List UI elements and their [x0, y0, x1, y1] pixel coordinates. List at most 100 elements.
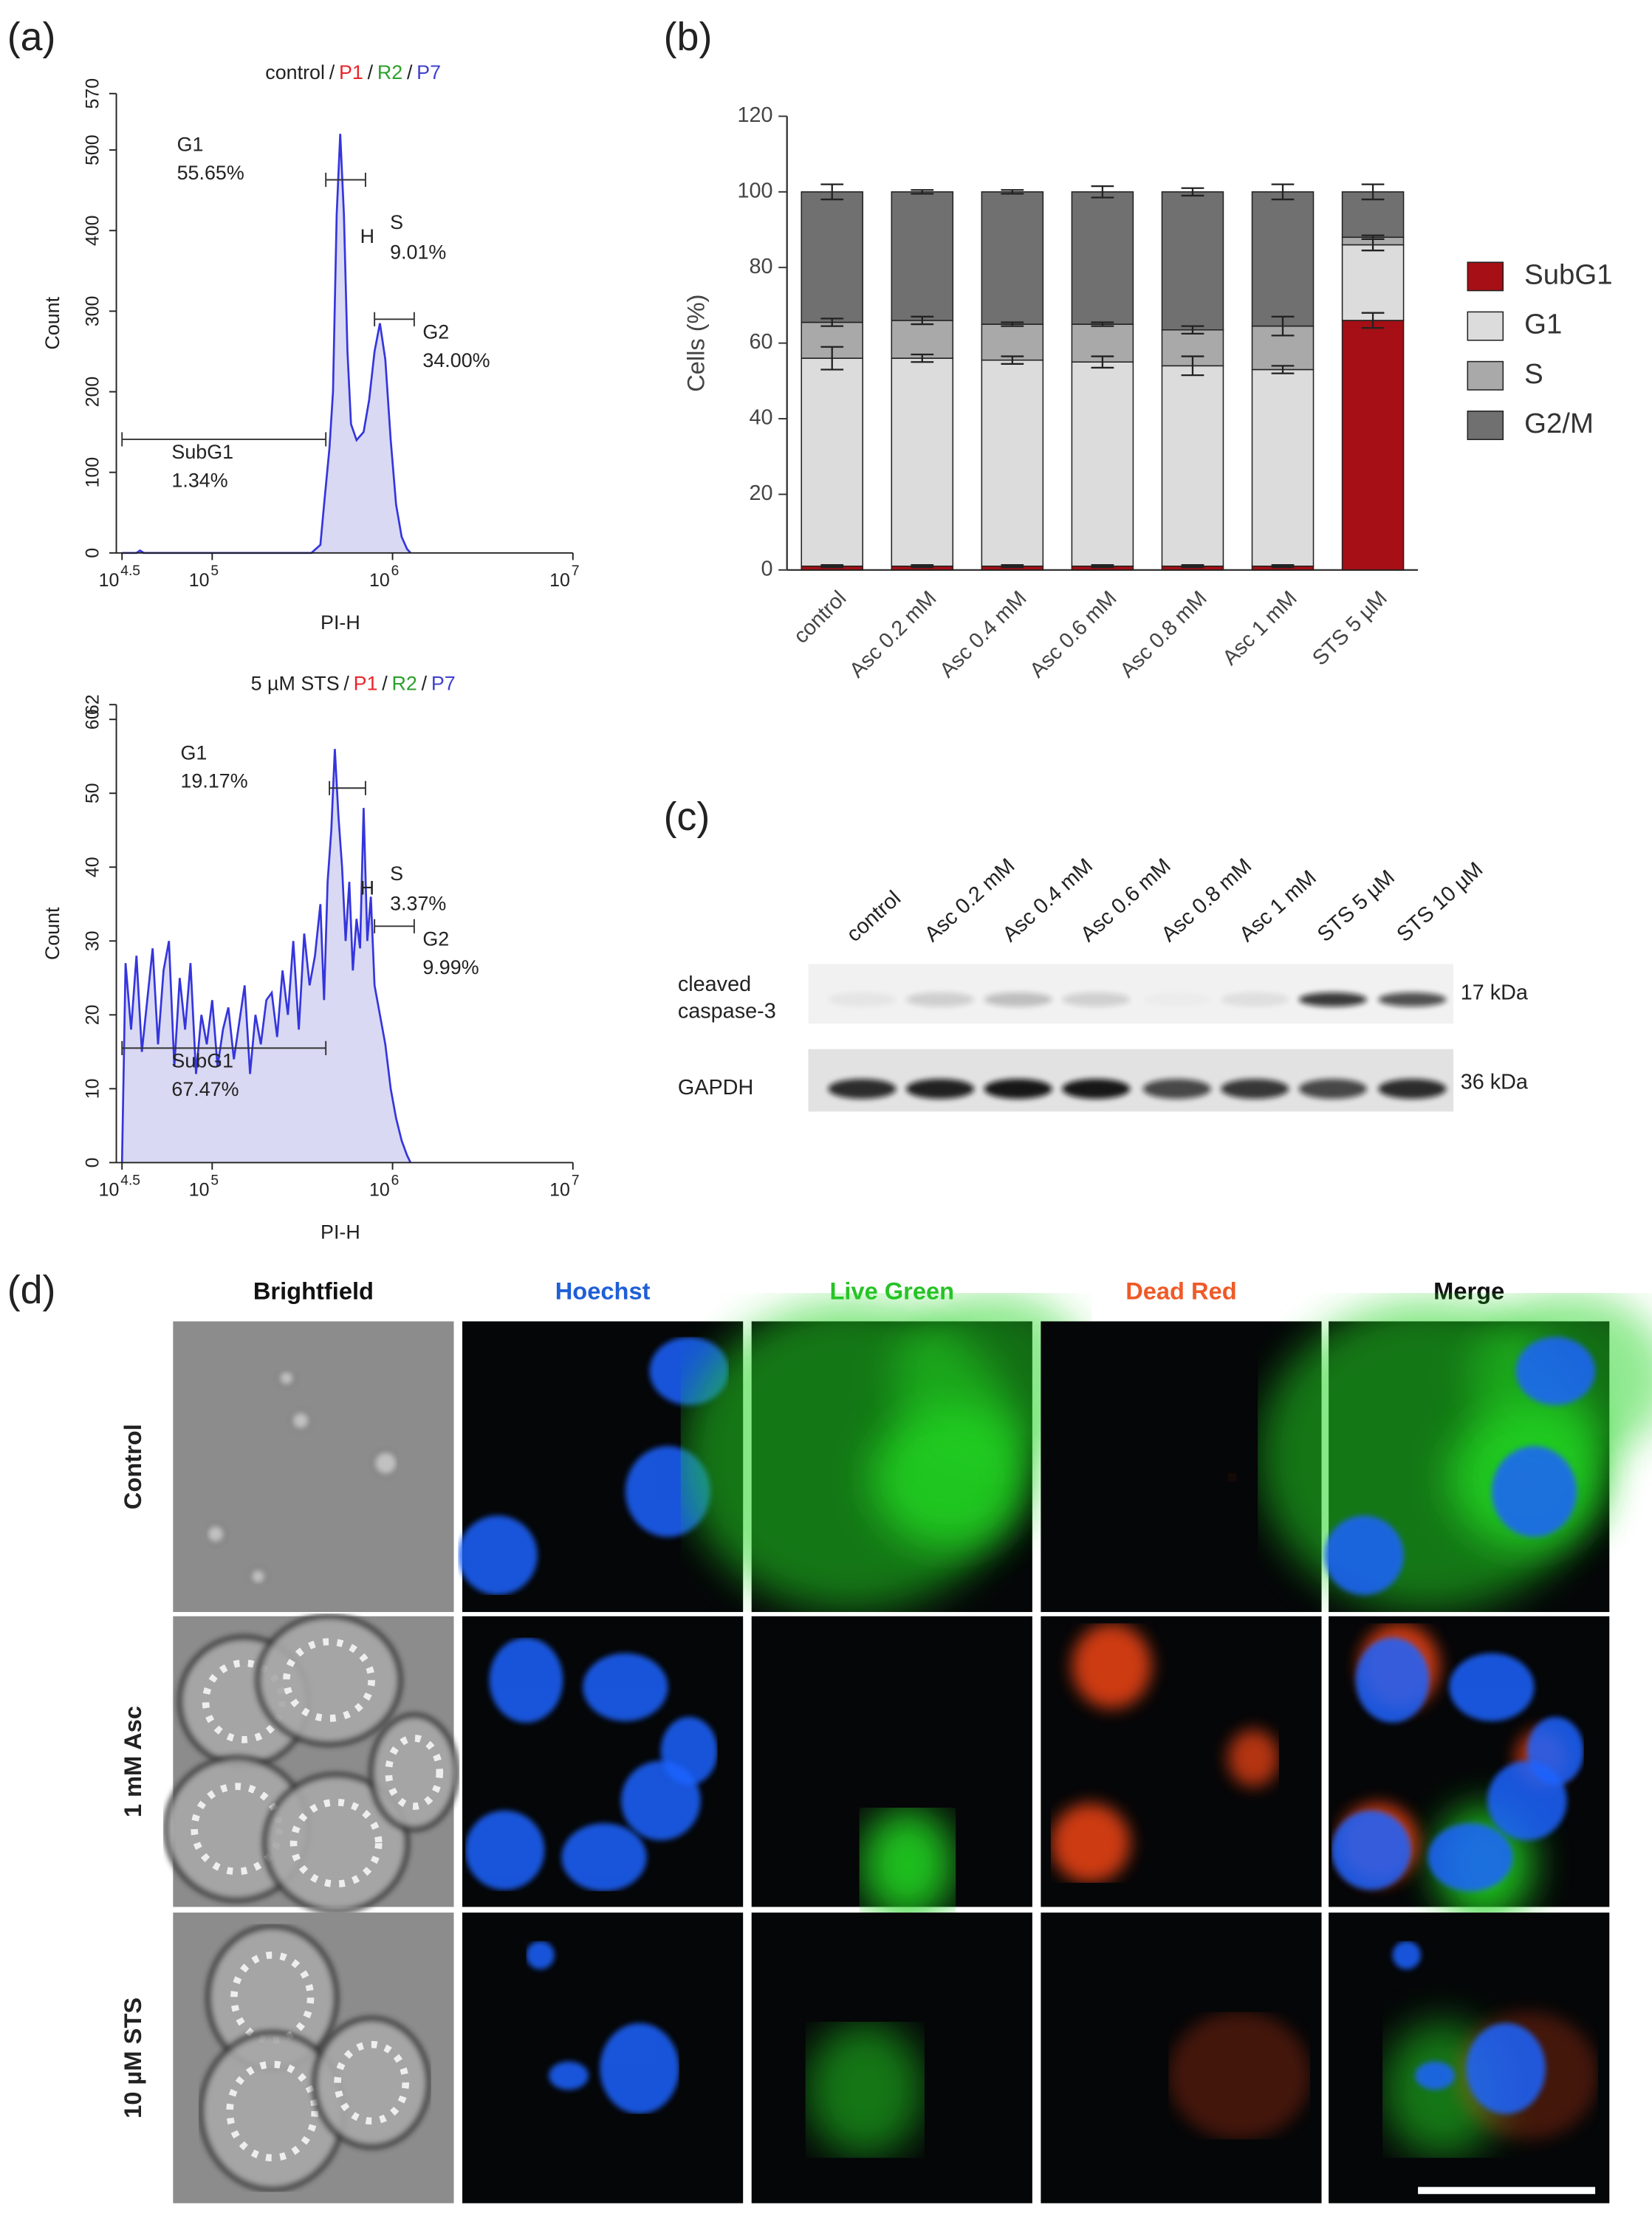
x-axis-label: PI-H	[321, 1221, 360, 1243]
y-tick-label: 120	[737, 103, 772, 127]
error-bar	[911, 353, 934, 363]
gate-name: G1	[180, 741, 207, 764]
cell-signal	[1072, 1623, 1152, 1708]
cell-signal	[1466, 2023, 1546, 2114]
micrograph-content	[860, 1808, 956, 1921]
error-bar	[1091, 321, 1114, 327]
legend-swatch	[1467, 311, 1504, 341]
cell-signal	[549, 2062, 589, 2090]
bar-segment	[1071, 191, 1134, 325]
blot-band	[984, 1079, 1052, 1099]
error-bar	[1091, 355, 1114, 369]
error-bar	[1271, 315, 1295, 337]
title-part: /	[422, 672, 428, 694]
row-label: GAPDH	[678, 1076, 753, 1100]
cell-outline	[374, 1452, 397, 1475]
x-tick-exponent: 4.5	[120, 1173, 140, 1188]
error-bar	[1091, 185, 1114, 199]
error-bar	[820, 183, 844, 201]
cell-signal	[561, 1823, 646, 1891]
gate-name: S	[390, 211, 403, 233]
bar-segment	[891, 357, 954, 567]
y-tick-label: 300	[82, 296, 103, 327]
cell-signal	[1415, 2062, 1455, 2090]
micrograph-content	[202, 1927, 428, 2189]
x-tick-exponent: 4.5	[120, 563, 140, 579]
cell-signal	[1051, 1803, 1131, 1883]
micrograph-content	[166, 1616, 457, 1911]
y-tick-label: 50	[82, 783, 103, 803]
legend-label: SubG1	[1524, 259, 1612, 291]
x-tick-label: 10	[549, 570, 570, 591]
cell-signal	[1331, 1811, 1411, 1890]
x-tick-label: 10	[369, 570, 390, 591]
y-axis-label: Cells (%)	[682, 294, 709, 391]
cell-texture	[337, 2045, 405, 2121]
row-header: 1 mM Asc	[119, 1706, 146, 1817]
title-part: 5 µM STS	[251, 672, 340, 694]
title-part: /	[407, 61, 413, 83]
y-tick-label: 100	[82, 457, 103, 488]
x-axis-label: PI-H	[321, 611, 360, 634]
column-header: Brightfield	[253, 1277, 374, 1305]
error-bar	[1181, 564, 1204, 569]
gate-percent: 9.01%	[390, 241, 446, 263]
legend-swatch	[1467, 261, 1504, 292]
title-part: /	[382, 672, 388, 694]
micrograph-content	[1168, 2011, 1310, 2139]
row-label: cleaved	[678, 973, 751, 996]
cell-signal	[1168, 2011, 1310, 2139]
y-tick-label: 500	[82, 134, 103, 165]
histogram-line	[120, 749, 412, 1163]
error-bar	[1271, 564, 1295, 569]
blot-band	[905, 1079, 975, 1099]
blot-band	[984, 992, 1052, 1007]
cell-outline	[279, 1371, 293, 1385]
y-tick-label: 200	[82, 377, 103, 408]
blot-strip	[808, 1049, 1454, 1112]
y-tick-label: 570	[82, 78, 103, 109]
cell-signal	[526, 1941, 554, 1969]
blot-strip	[808, 964, 1454, 1024]
title-part: P7	[431, 672, 456, 694]
error-bar	[1181, 187, 1204, 197]
bar-segment	[801, 357, 863, 567]
title-part: R2	[377, 61, 402, 83]
y-tick-label: 20	[82, 1004, 103, 1025]
gate-marker: H	[360, 225, 374, 247]
gate-name: G2	[422, 928, 449, 950]
gate-name: SubG1	[171, 1050, 233, 1072]
x-tick-label: Asc 0.8 mM	[1116, 586, 1212, 682]
cell-signal	[1393, 1941, 1421, 1969]
bar-segment	[1071, 361, 1134, 567]
title-part: /	[343, 672, 349, 694]
title-part: P1	[339, 61, 363, 83]
x-tick-exponent: 6	[391, 1173, 400, 1188]
cell-outline	[207, 1526, 224, 1543]
gate-name: SubG1	[171, 441, 233, 463]
bar-segment	[801, 191, 863, 323]
blot-band	[1143, 992, 1211, 1006]
y-tick-label: 30	[82, 930, 103, 951]
title-part: /	[329, 61, 335, 83]
cell-signal	[600, 2023, 679, 2114]
micrograph-content	[1331, 1623, 1584, 1921]
x-tick-label: 10	[99, 1179, 120, 1200]
y-tick-label: 60	[749, 330, 772, 354]
error-bar	[1361, 312, 1385, 329]
error-bar	[1001, 564, 1024, 569]
micrograph	[173, 1321, 454, 1613]
micrograph-content	[806, 2022, 925, 2158]
error-bar	[911, 564, 934, 569]
bar-segment	[1161, 191, 1224, 331]
error-bar	[1361, 234, 1385, 240]
error-bar	[1001, 355, 1024, 365]
y-tick-label: 80	[749, 255, 772, 278]
x-tick-label: 10	[549, 1179, 570, 1200]
blot-band	[828, 992, 897, 1007]
legend-label: G2/M	[1524, 408, 1594, 439]
cell-signal	[1487, 1761, 1567, 1841]
bar-segment	[1161, 365, 1224, 567]
error-bar	[911, 315, 934, 326]
